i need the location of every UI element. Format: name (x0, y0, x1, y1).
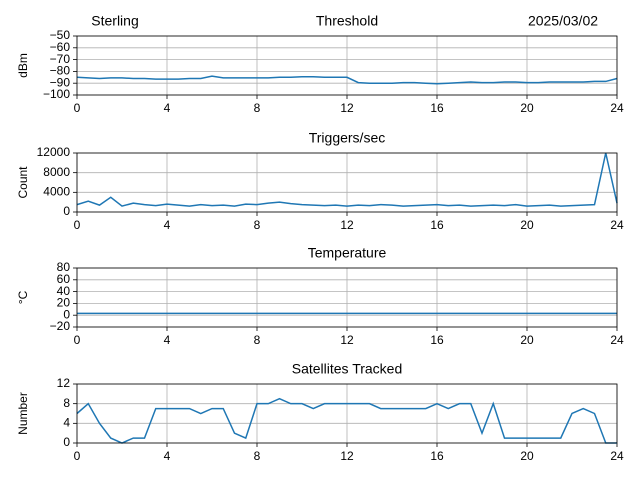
x-tick-label: 12 (340, 449, 354, 463)
x-tick-label: 24 (610, 449, 624, 463)
x-tick-label: 8 (254, 101, 261, 115)
y-tick-label: 4000 (43, 185, 70, 199)
axes-frame (76, 383, 618, 444)
y-tick-label: −70 (50, 52, 71, 66)
x-tick-label: 20 (520, 449, 534, 463)
y-axis-label: dBm (16, 53, 30, 78)
x-tick-label: 24 (610, 218, 624, 232)
y-tick-label: −20 (50, 319, 71, 333)
x-tick-label: 16 (430, 101, 444, 115)
y-tick-label: 12 (57, 376, 71, 390)
y-tick-label: 12000 (37, 145, 71, 159)
x-tick-label: 12 (340, 218, 354, 232)
y-tick-label: −80 (50, 64, 71, 78)
y-axis-label: Count (16, 166, 30, 199)
subplot-title: Triggers/sec (309, 130, 386, 146)
y-tick-label: 0 (63, 204, 70, 218)
y-tick-label: 0 (63, 307, 70, 321)
x-tick-label: 20 (520, 101, 534, 115)
x-tick-label: 20 (520, 218, 534, 232)
y-axis-label: °C (16, 290, 30, 304)
subplot-title: Threshold (316, 13, 378, 29)
x-tick-label: 4 (164, 218, 171, 232)
subplot-title: Temperature (308, 245, 387, 261)
x-tick-label: 12 (340, 333, 354, 347)
y-tick-label: −100 (43, 87, 70, 101)
x-tick-label: 12 (340, 101, 354, 115)
data-line (76, 397, 617, 444)
y-tick-label: −60 (50, 40, 71, 54)
x-tick-label: 0 (74, 218, 81, 232)
axes-frame (76, 152, 618, 213)
x-tick-label: 8 (254, 449, 261, 463)
x-tick-label: 24 (610, 333, 624, 347)
y-tick-label: −90 (50, 75, 71, 89)
x-tick-label: 16 (430, 449, 444, 463)
data-line (76, 75, 618, 85)
x-tick-label: 8 (254, 218, 261, 232)
y-tick-label: 80 (57, 260, 71, 274)
y-tick-label: 60 (57, 272, 71, 286)
x-tick-label: 16 (430, 333, 444, 347)
y-tick-label: 20 (57, 296, 71, 310)
y-tick-label: 40 (57, 284, 71, 298)
x-tick-label: 4 (164, 449, 171, 463)
axes-frame (76, 267, 618, 328)
y-tick-label: 8 (63, 396, 70, 410)
y-axis-label: Number (16, 392, 30, 435)
x-tick-label: 0 (74, 333, 81, 347)
y-tick-label: −50 (50, 28, 71, 42)
header-right: 2025/03/02 (528, 13, 598, 29)
x-tick-label: 4 (164, 333, 171, 347)
y-tick-label: 4 (63, 416, 70, 430)
data-line (76, 152, 618, 207)
x-tick-label: 0 (74, 449, 81, 463)
x-tick-label: 20 (520, 333, 534, 347)
header-left: Sterling (91, 13, 138, 29)
x-tick-label: 0 (74, 101, 81, 115)
subplot-title: Satellites Tracked (292, 361, 403, 377)
y-tick-label: 8000 (43, 165, 70, 179)
y-tick-label: 0 (63, 435, 70, 449)
x-tick-label: 24 (610, 101, 624, 115)
axes-frame (76, 35, 618, 96)
x-tick-label: 4 (164, 101, 171, 115)
x-tick-label: 16 (430, 218, 444, 232)
x-tick-label: 8 (254, 333, 261, 347)
